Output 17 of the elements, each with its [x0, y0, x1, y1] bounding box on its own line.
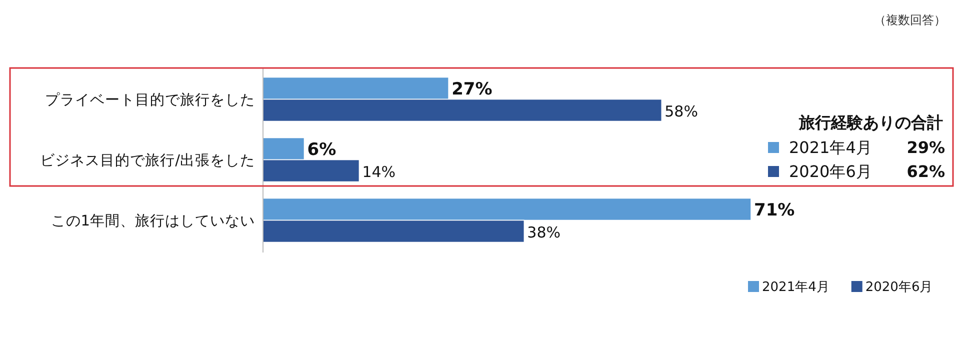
legend-label: 2020年6月 [865, 280, 933, 295]
text: 2021年4月 [789, 138, 872, 157]
text: 旅行経験ありの合計 [798, 113, 943, 132]
y-tick-label: この1年間、旅行はしていない [50, 212, 255, 230]
data-label: 58% [664, 102, 698, 120]
data-label: 71% [754, 200, 795, 220]
y-tick-label: プライベート目的で旅行をした [45, 91, 255, 108]
y-tick-label: ビジネス目的で旅行/出張をした [40, 152, 255, 169]
data-label: 6% [307, 140, 336, 160]
data-label: 14% [362, 162, 396, 181]
data-label: 27% [452, 79, 492, 100]
legend-label: 2021年4月 [762, 280, 830, 295]
text: 62% [906, 162, 945, 181]
text: （複数回答） [874, 13, 946, 27]
text: 29% [906, 138, 945, 157]
data-label: 38% [527, 223, 561, 242]
text: 2020年6月 [789, 162, 872, 181]
